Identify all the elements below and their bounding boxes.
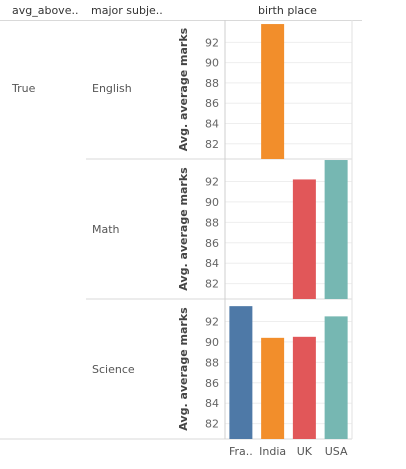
y-tick-label: 86 [205,377,219,390]
bar-science-uk [292,336,316,439]
y-tick-label: 88 [205,356,219,369]
row-label-science: Science [92,363,135,376]
bar-english-india [261,24,285,159]
row-label-math: Math [92,223,120,236]
x-tick-label: India [259,445,286,458]
x-tick-label: Fra.. [229,445,253,458]
y-tick-label: 82 [205,138,219,151]
x-tick-label: UK [297,445,313,458]
bar-math-usa [324,160,348,299]
y-tick-label: 84 [205,397,219,410]
header-divider [0,20,362,21]
header-birth-place: birth place [258,4,317,17]
y-axis-label: Avg. average marks [177,167,190,291]
y-tick-label: 82 [205,418,219,431]
bar-math-uk [292,179,316,299]
row-label-true: True [12,82,36,95]
x-tick-label: USA [325,445,348,458]
y-tick-label: 88 [205,216,219,229]
bar-science-france [229,306,253,439]
y-tick-label: 84 [205,257,219,270]
y-tick-label: 92 [205,315,219,328]
bar-science-usa [324,316,348,439]
header-avg-above: avg_above.. [12,4,79,17]
y-tick-label: 84 [205,117,219,130]
header-major-subject: major subje.. [91,4,163,17]
y-tick-label: 90 [205,196,219,209]
y-tick-label: 92 [205,36,219,49]
y-axis-label: Avg. average marks [177,27,190,151]
y-tick-label: 90 [205,336,219,349]
y-tick-label: 86 [205,237,219,250]
y-axis-label: Avg. average marks [177,307,190,431]
row-label-english: English [92,82,132,95]
y-tick-label: 86 [205,97,219,110]
y-tick-label: 82 [205,278,219,291]
y-tick-label: 90 [205,57,219,70]
bar-science-india [261,337,285,439]
y-tick-label: 88 [205,77,219,90]
y-tick-label: 92 [205,175,219,188]
